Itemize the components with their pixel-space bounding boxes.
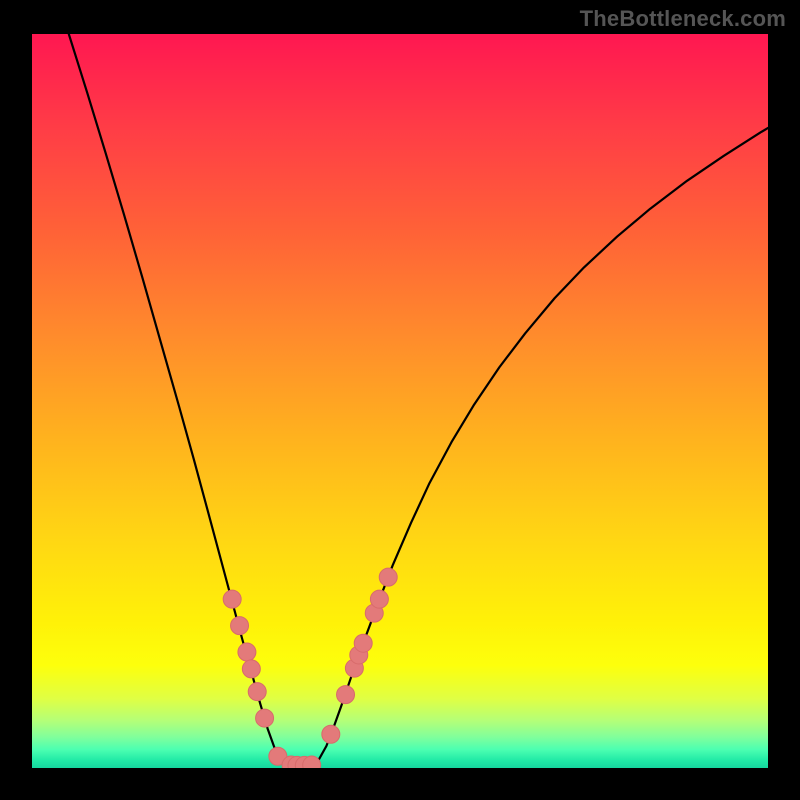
plot-area <box>32 34 768 768</box>
data-marker <box>354 634 372 652</box>
attribution-label: TheBottleneck.com <box>580 6 786 32</box>
data-marker <box>370 590 388 608</box>
data-marker <box>248 683 266 701</box>
data-marker <box>223 590 241 608</box>
data-marker <box>322 725 340 743</box>
data-marker <box>242 660 260 678</box>
data-marker <box>231 617 249 635</box>
data-marker <box>256 709 274 727</box>
data-marker <box>337 686 355 704</box>
data-marker <box>238 643 256 661</box>
data-marker <box>379 568 397 586</box>
gradient-background <box>32 34 768 768</box>
image-root: TheBottleneck.com <box>0 0 800 800</box>
plot-svg <box>32 34 768 768</box>
